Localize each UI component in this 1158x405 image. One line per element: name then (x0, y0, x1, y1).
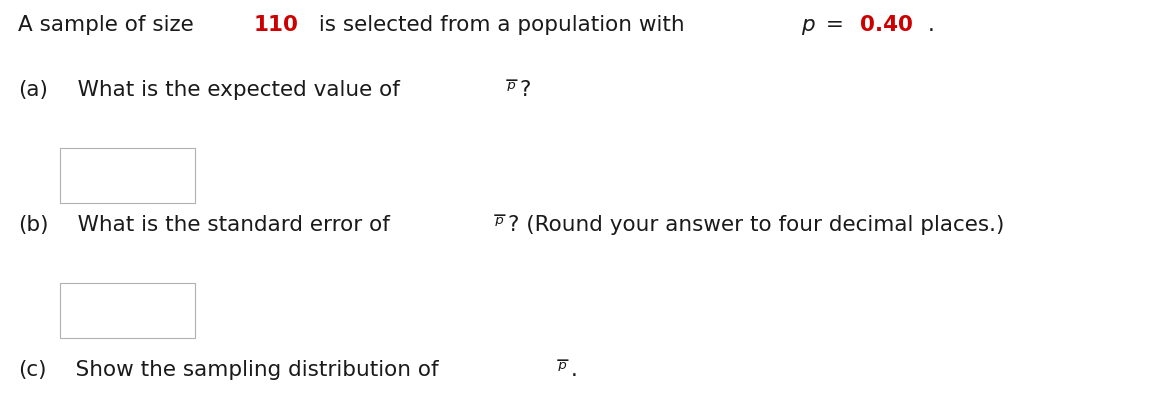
Text: .: . (928, 15, 935, 35)
Text: Show the sampling distribution of: Show the sampling distribution of (54, 359, 446, 379)
Text: 0.40: 0.40 (859, 15, 913, 35)
Text: ᵖ̅: ᵖ̅ (496, 215, 505, 234)
Text: ᵖ̅: ᵖ̅ (508, 80, 518, 100)
Bar (60, 149, 195, 203)
Text: 110: 110 (254, 15, 299, 35)
Text: ?: ? (520, 80, 532, 100)
Text: What is the expected value of: What is the expected value of (57, 80, 406, 100)
Text: =: = (819, 15, 851, 35)
Text: (c): (c) (19, 359, 46, 379)
Text: (a): (a) (19, 80, 47, 100)
Text: What is the standard error of: What is the standard error of (58, 215, 397, 234)
Text: is selected from a population with: is selected from a population with (312, 15, 691, 35)
Text: (b): (b) (19, 215, 49, 234)
Text: ᵖ̅: ᵖ̅ (558, 359, 567, 379)
Bar (60, 284, 195, 338)
Text: p: p (801, 15, 815, 35)
Text: .: . (571, 359, 578, 379)
Text: A sample of size: A sample of size (19, 15, 200, 35)
Text: ? (Round your answer to four decimal places.): ? (Round your answer to four decimal pla… (507, 215, 1004, 234)
